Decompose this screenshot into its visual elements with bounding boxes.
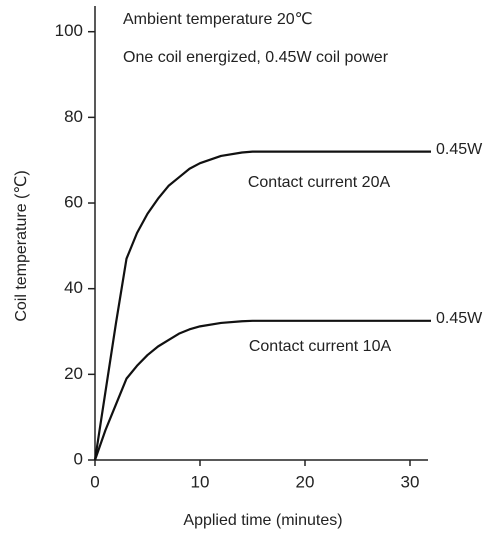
y-tick-label: 0 bbox=[74, 449, 83, 468]
annotation: One coil energized, 0.45W coil power bbox=[123, 49, 389, 66]
series-label: Contact current 10A bbox=[249, 338, 392, 355]
y-tick-label: 20 bbox=[64, 364, 83, 383]
y-tick-label: 100 bbox=[55, 21, 83, 40]
y-tick-label: 40 bbox=[64, 278, 83, 297]
x-tick-label: 20 bbox=[296, 472, 315, 491]
line-series bbox=[93, 150, 431, 461]
series-label: Contact current 20A bbox=[248, 174, 391, 191]
x-tick-label: 10 bbox=[191, 472, 210, 491]
annotation: Ambient temperature 20℃ bbox=[123, 11, 313, 28]
y-tick-label: 60 bbox=[64, 193, 83, 212]
line-series bbox=[93, 319, 431, 461]
end-label: 0.45W bbox=[436, 310, 483, 327]
x-axis-label: Applied time (minutes) bbox=[183, 512, 342, 529]
x-tick-label: 0 bbox=[90, 472, 99, 491]
y-tick-label: 80 bbox=[64, 107, 83, 126]
end-label: 0.45W bbox=[436, 141, 483, 158]
y-axis-label: Coil temperature (℃) bbox=[13, 170, 30, 321]
x-tick-label: 30 bbox=[401, 472, 420, 491]
